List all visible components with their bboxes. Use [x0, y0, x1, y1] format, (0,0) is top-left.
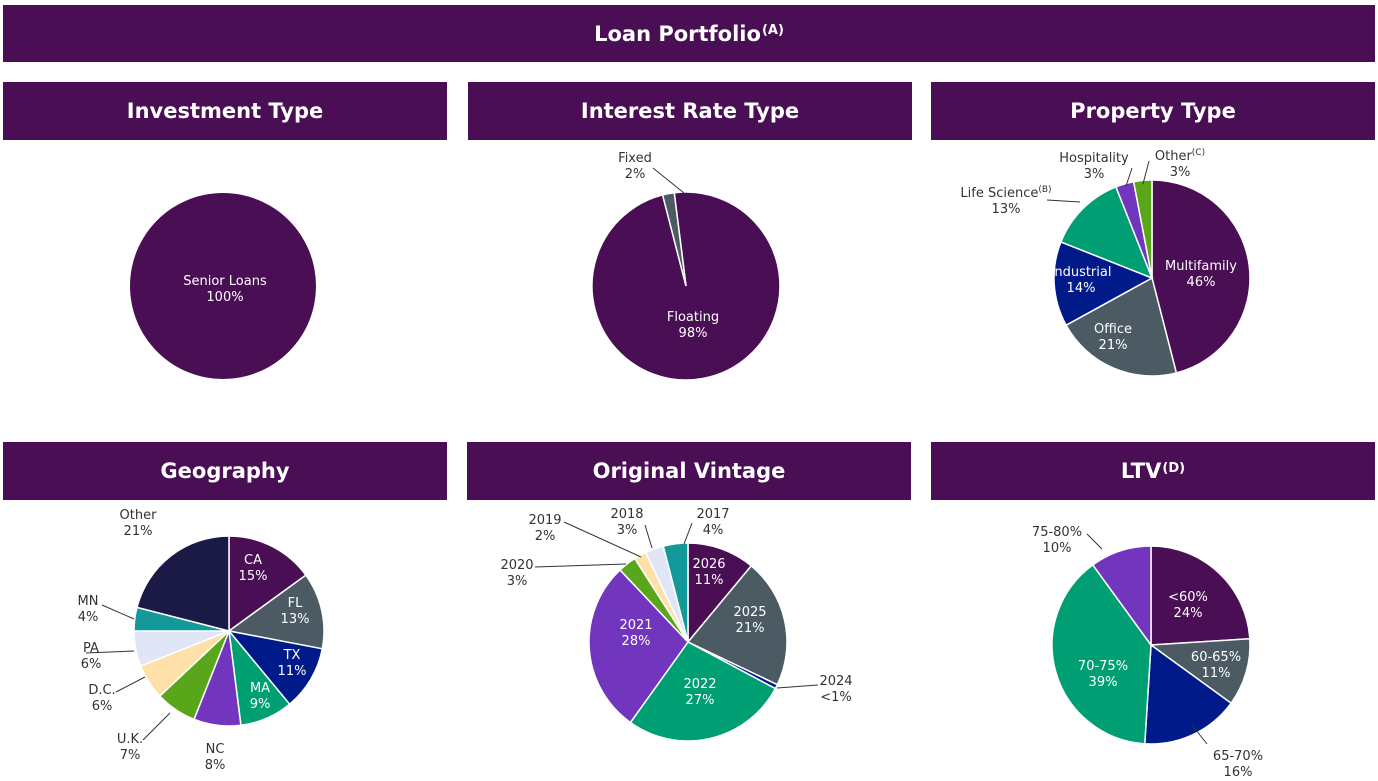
panel-title-text: Geography — [160, 459, 290, 483]
panel-title-original-vintage: Original Vintage — [467, 442, 911, 500]
pie-chart-investment-type: Senior Loans 100% — [130, 193, 316, 379]
leader-line-2018 — [644, 524, 653, 549]
leader-line-hospitality — [1125, 167, 1133, 187]
slice-label-2020: 2020 3% — [500, 558, 533, 589]
slice-label-hospitality: Hospitality 3% — [1059, 151, 1129, 182]
leader-line-pa — [85, 650, 135, 654]
pie-slice-2021 — [588, 568, 689, 724]
slice-label-2024: 2024 <1% — [819, 674, 852, 705]
pie-chart-property-type: Multifamily 46% Office 21% Industrial 14% Life… — [960, 148, 1251, 377]
slice-label-70-75: 70-75% 39% — [1078, 659, 1128, 690]
slice-label-ca: CA 15% — [239, 553, 268, 584]
panel-title-geography: Geography — [3, 442, 447, 500]
slice-label-multifamily: Multifamily 46% — [1165, 259, 1237, 290]
pie-slice-office — [1065, 276, 1178, 377]
slice-label-fl: FL 13% — [281, 596, 310, 627]
slice-label-tx: TX 11% — [278, 648, 307, 679]
pie-slice-fixed — [661, 191, 687, 287]
slice-label-fixed: Fixed 2% — [618, 151, 652, 182]
pie-slice-senior-loans — [130, 193, 316, 379]
pie-slice-75-80 — [1091, 545, 1152, 648]
slice-label-2025: 2025 21% — [733, 605, 766, 636]
pie-chart-ltv: <60% 24% 60-65% 11% 65-70% 16% 70-75% 39% 75-80%… — [1032, 525, 1263, 780]
pie-slice-70-75 — [1051, 563, 1152, 745]
leader-line-2017 — [683, 522, 693, 545]
slice-label-60-65: 60-65% 11% — [1191, 650, 1241, 681]
pie-slice-ca — [228, 535, 307, 633]
slice-label-u-k: U.K. 7% — [117, 732, 143, 763]
leader-line-d-c — [115, 676, 146, 693]
slice-label-pa: PA 6% — [81, 641, 102, 672]
main-title: Loan Portfolio (A) — [3, 5, 1375, 62]
pie-chart-geography: CA 15% FL 13% TX 11% MA 9% NC 8% U.K. 7%D.C. 6% PA 6% M… — [78, 508, 325, 773]
leader-line-2020 — [534, 563, 627, 568]
pie-chart-interest-rate-type: Floating 98% Fixed 2% — [591, 151, 781, 381]
slice-label-75-80: 75-80% 10% — [1032, 525, 1082, 556]
slice-label-office: Office 21% — [1094, 322, 1132, 353]
pie-chart-original-vintage: 2026 11% 2025 21% 2024 <1% 2022 27% 2021 28% 2020 3… — [500, 507, 853, 742]
slice-label-2026: 2026 11% — [692, 557, 725, 588]
pie-slice-2026 — [687, 542, 753, 645]
leader-line-life-science — [1046, 199, 1081, 203]
slice-label-65-70: 65-70% 16% — [1213, 749, 1263, 780]
panel-title-investment-type: Investment Type — [3, 82, 447, 140]
panel-title-ltv: LTV (D) — [931, 442, 1375, 500]
slice-label-2018: 2018 3% — [610, 507, 643, 538]
slice-label-senior-loans: Senior Loans 100% — [183, 274, 267, 305]
pie-slice-2017 — [662, 542, 689, 643]
pie-slice-2022 — [629, 641, 777, 742]
panel-title-note: (D) — [1162, 460, 1186, 476]
pie-slice-tx — [227, 629, 324, 706]
pie-slice-60-65 — [1148, 637, 1251, 705]
main-title-text: Loan Portfolio — [594, 21, 761, 46]
panel-title-text: LTV — [1120, 459, 1162, 483]
panel-title-text: Interest Rate Type — [580, 99, 800, 123]
slice-label-other: Other 21% — [120, 508, 158, 539]
leader-line-65-70 — [1191, 724, 1208, 745]
panel-title-text: Property Type — [1070, 99, 1236, 123]
panel-title-interest-rate-type: Interest Rate Type — [468, 82, 912, 140]
slice-label-mn: MN 4% — [78, 594, 99, 625]
pie-slice-multifamily — [1151, 179, 1251, 374]
slice-label-2022: 2022 27% — [683, 677, 716, 708]
panel-title-text: Original Vintage — [592, 459, 786, 483]
leader-line-75-80 — [1086, 533, 1103, 550]
pie-slice-life-science — [1059, 185, 1154, 280]
pie-slice-60 — [1150, 545, 1251, 646]
pie-slice-other — [136, 535, 230, 632]
leader-line-2024 — [776, 684, 819, 689]
panel-title-text: Investment Type — [126, 99, 324, 123]
leader-line-other — [1142, 160, 1150, 185]
pie-slice-industrial — [1053, 240, 1154, 327]
slice-label-nc: NC 8% — [205, 742, 226, 773]
slice-label-other: Other(C) 3% — [1155, 148, 1205, 180]
main-title-note: (A) — [761, 23, 784, 38]
slice-label-ma: MA 9% — [250, 681, 271, 712]
leader-line-fixed — [652, 167, 685, 194]
slice-label-d-c: D.C. 6% — [88, 683, 115, 714]
slice-label-floating: Floating 98% — [667, 310, 719, 341]
leader-line-u-k — [142, 712, 171, 741]
leader-line-mn — [101, 604, 135, 620]
slice-label-2017: 2017 4% — [696, 507, 729, 538]
slice-label-2021: 2021 28% — [619, 618, 652, 649]
slice-label-industrial: Industrial 14% — [1051, 265, 1112, 296]
slice-label-2019: 2019 2% — [528, 513, 561, 544]
panel-title-property-type: Property Type — [931, 82, 1375, 140]
slice-label-60: <60% 24% — [1168, 590, 1208, 621]
pie-slice-65-70 — [1143, 643, 1233, 745]
slice-label-life-science: Life Science(B) 13% — [960, 185, 1051, 217]
pie-slice-2025 — [686, 564, 788, 686]
pie-slice-fl — [227, 574, 325, 650]
pie-slice-other — [1132, 179, 1153, 279]
leader-line-2019 — [563, 521, 642, 558]
